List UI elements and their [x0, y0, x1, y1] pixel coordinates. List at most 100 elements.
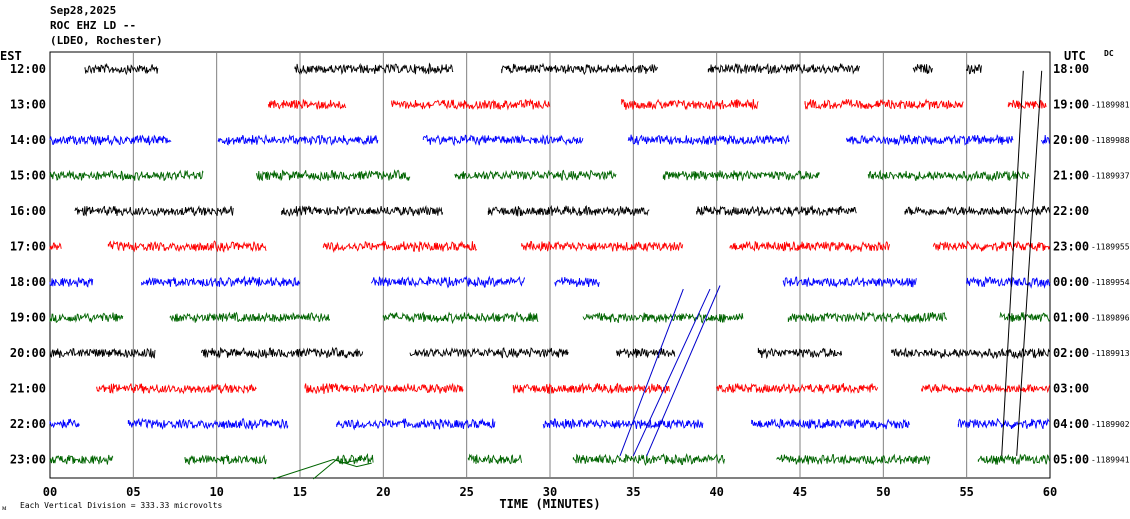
trace-segment [371, 275, 525, 289]
trace-segment [696, 205, 857, 218]
trace-segment [729, 240, 891, 253]
utc-row-label: 02:00 [1053, 346, 1089, 360]
trace-segment [487, 204, 650, 217]
dc-label: DC [1104, 49, 1114, 58]
event-trace [273, 458, 372, 480]
trace-segment [662, 170, 820, 182]
trace-segment [49, 242, 62, 250]
x-tick-label: 25 [459, 485, 473, 499]
x-tick-label: 35 [626, 485, 640, 499]
x-tick-label: 20 [376, 485, 390, 499]
trace-segment [107, 240, 267, 253]
est-axis-title: EST [0, 49, 22, 63]
dc-offset-label: -1189913 [1091, 349, 1130, 358]
trace-segment [966, 64, 982, 75]
trace-segment [521, 240, 684, 253]
trace-segment [49, 277, 94, 288]
trace-segment [467, 453, 522, 465]
trace-segment [932, 240, 1050, 252]
event-trace [312, 458, 362, 480]
trace-segment [582, 312, 744, 324]
trace-segment [621, 98, 759, 111]
trace-segment [267, 98, 347, 110]
trace-segment [422, 134, 584, 147]
trace-segment [757, 347, 843, 360]
trace-segment [751, 418, 911, 431]
trace-segment [846, 133, 1014, 147]
dc-offset-label: -1189954 [1091, 278, 1130, 287]
trace-segment [336, 417, 496, 431]
trace-segment [409, 347, 569, 359]
event-trace [1016, 70, 1043, 456]
event-trace [1001, 70, 1024, 456]
dc-offset-label: -1189902 [1091, 420, 1130, 429]
x-tick-label: 00 [43, 485, 57, 499]
trace-segment [782, 276, 917, 289]
trace-segment [49, 454, 114, 465]
dc-offset-label: -1189941 [1091, 456, 1130, 465]
header-station: ROC EHZ LD -- [50, 19, 137, 32]
trace-segment [127, 417, 289, 431]
event-trace [632, 288, 711, 457]
trace-segment [921, 383, 1051, 394]
trace-segment [707, 62, 860, 75]
utc-row-label: 22:00 [1053, 204, 1089, 218]
utc-row-label: 21:00 [1053, 169, 1089, 183]
trace-segment [84, 62, 159, 76]
header-date: Sep28,2025 [50, 4, 117, 17]
trace-segment [501, 62, 659, 76]
est-row-label: 15:00 [10, 169, 46, 183]
est-row-label: 23:00 [10, 453, 46, 467]
trace-segment [322, 240, 477, 253]
trace-segment [891, 347, 1051, 360]
trace-segment [256, 169, 411, 182]
utc-row-label: 18:00 [1053, 62, 1089, 76]
trace-segment [804, 98, 964, 110]
est-row-label: 16:00 [10, 204, 46, 218]
trace-segment [867, 169, 1030, 182]
x-tick-label: 55 [959, 485, 973, 499]
trace-segment [454, 169, 617, 181]
utc-row-label: 19:00 [1053, 98, 1089, 112]
est-row-label: 13:00 [10, 98, 46, 112]
trace-segment [977, 453, 1051, 465]
utc-axis-title: UTC [1064, 49, 1086, 63]
trace-segment [96, 382, 257, 395]
x-tick-label: 60 [1043, 485, 1057, 499]
trace-segment [616, 347, 676, 359]
trace-segment [382, 311, 539, 325]
dc-offset-label: -1189955 [1091, 243, 1130, 252]
utc-row-label: 03:00 [1053, 382, 1089, 396]
trace-segment [904, 205, 1051, 216]
trace-segment [217, 133, 379, 146]
trace-segment [966, 276, 1051, 289]
x-tick-label: 45 [793, 485, 807, 499]
trace-segment [391, 98, 551, 111]
header-network: (LDEO, Rochester) [50, 34, 163, 47]
trace-segment [542, 418, 704, 430]
est-row-label: 20:00 [10, 346, 46, 360]
trace-segment [184, 454, 267, 466]
trace-segment [49, 312, 124, 324]
event-trace [619, 288, 684, 457]
trace-segment [201, 346, 364, 359]
trace-segment [776, 453, 931, 466]
x-tick-label: 10 [209, 485, 223, 499]
trace-segment [141, 275, 301, 288]
est-row-label: 14:00 [10, 133, 46, 147]
x-axis-title: TIME (MINUTES) [499, 497, 600, 511]
trace-segment [627, 134, 790, 146]
trace-segment [1007, 99, 1047, 109]
x-tick-label: 15 [293, 485, 307, 499]
footer-note: Each Vertical Division = 333.33 microvol… [20, 501, 222, 510]
dc-offset-label: -1189981 [1091, 101, 1130, 110]
trace-segment [787, 311, 947, 324]
trace-segment [294, 62, 454, 76]
trace-segment [74, 205, 234, 217]
trace-segment [49, 169, 204, 182]
x-tick-label: 30 [543, 485, 557, 499]
est-row-label: 21:00 [10, 382, 46, 396]
utc-row-label: 23:00 [1053, 240, 1089, 254]
trace-segment [1041, 135, 1050, 145]
